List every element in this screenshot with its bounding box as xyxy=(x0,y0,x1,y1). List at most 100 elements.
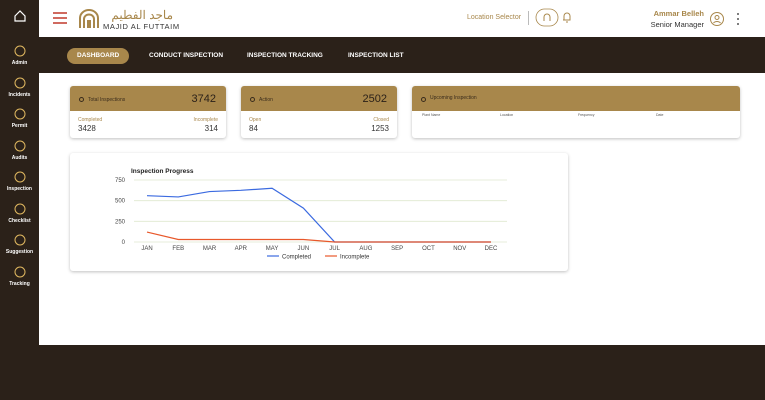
x-tick-label: MAY xyxy=(266,246,279,252)
column-header: Location xyxy=(500,113,514,117)
icon-shape xyxy=(14,266,25,277)
sidebar-label: Admin xyxy=(11,60,28,66)
nav-tab[interactable]: INSPECTION LIST xyxy=(348,52,404,59)
card-left-value: 84 xyxy=(249,124,258,133)
header-icons[interactable] xyxy=(535,8,585,28)
column-header: Plant Name xyxy=(422,113,441,117)
divider xyxy=(528,11,529,25)
y-tick-label: 500 xyxy=(115,199,126,205)
icon-shape xyxy=(14,203,25,214)
legend-label: Incomplete xyxy=(340,255,370,261)
x-tick-label: JAN xyxy=(141,246,152,252)
x-tick-label: JUN xyxy=(298,246,310,252)
summary-card: Total Inspections 3742 Completed 3428 Incomp… xyxy=(70,86,226,138)
chart: Inspection Progress 0 250 500 750 JAN FEB MAR AP… xyxy=(115,168,507,261)
card-right-value: 314 xyxy=(204,124,218,133)
column-header: Date xyxy=(656,113,664,117)
x-tick-label: NOV xyxy=(453,246,466,252)
x-tick-label: FEB xyxy=(172,246,184,252)
card-title: Action xyxy=(259,97,273,103)
y-tick-label: 0 xyxy=(122,240,126,246)
card-right-label: Incomplete xyxy=(193,117,218,123)
user-name: Ammar Belleh xyxy=(653,9,704,18)
sidebar-icon xyxy=(14,266,25,277)
card-right-value: 1253 xyxy=(371,124,389,133)
logo-english: MAJID AL FUTTAIM xyxy=(103,22,180,31)
sidebar-label: Audits xyxy=(11,154,28,161)
icon-shape xyxy=(14,45,25,57)
header: ماجد الفطيم MAJID AL FUTTAIM Location Se… xyxy=(39,0,765,37)
icon-shape xyxy=(14,171,25,183)
icon-shape xyxy=(14,108,25,120)
chart-title: Inspection Progress xyxy=(131,168,194,175)
upcoming-card: Upcoming Inspection Plant Name Location Fre… xyxy=(412,86,740,138)
sidebar-item[interactable]: Permit xyxy=(0,107,39,131)
icon-shape xyxy=(14,77,25,88)
y-tick-label: 250 xyxy=(115,219,126,225)
nav-tab[interactable]: DASHBOARD xyxy=(67,48,130,64)
card-header xyxy=(412,86,740,111)
x-tick-label: JUL xyxy=(329,246,340,252)
user-icons[interactable] xyxy=(709,10,749,28)
column-header: Frequency xyxy=(578,113,595,117)
sidebar-icon xyxy=(14,234,25,246)
sidebar-icon xyxy=(14,140,25,151)
x-tick-label: AUG xyxy=(359,246,372,252)
sidebar: Admin Incidents Permit Audits Inspection Chec… xyxy=(0,0,39,400)
y-tick-label: 750 xyxy=(115,178,126,184)
location-selector[interactable]: Location Selector xyxy=(467,14,522,21)
logo-mark xyxy=(79,9,99,28)
dashboard: Total Inspections 3742 Completed 3428 Incomp… xyxy=(39,73,765,345)
card-header xyxy=(241,86,397,111)
sidebar-item[interactable]: Inspection xyxy=(0,170,39,194)
card-icon xyxy=(421,97,426,102)
card-icon xyxy=(79,97,84,102)
x-tick-label: MAR xyxy=(203,246,217,252)
sidebar-label: Suggestion xyxy=(5,249,34,255)
sidebar-icon xyxy=(14,77,25,88)
card-right-label: Closed xyxy=(373,117,389,123)
x-tick-label: OCT xyxy=(422,246,435,252)
data-line xyxy=(146,187,491,243)
card-left-label: Completed xyxy=(78,117,103,123)
x-tick-label: SEP xyxy=(391,246,403,252)
x-tick-label: APR xyxy=(235,246,248,252)
nav-tab[interactable]: CONDUCT INSPECTION xyxy=(149,52,224,59)
sidebar-icon xyxy=(14,203,25,214)
sidebar-icon xyxy=(14,45,25,57)
logo-arabic: ماجد الفطيم xyxy=(111,8,173,22)
chart-card: Inspection Progress 0 250 500 750 JAN FEB MAR AP… xyxy=(70,153,568,271)
card-title: Upcoming Inspection xyxy=(430,95,477,101)
sidebar-label: Inspection xyxy=(6,186,32,192)
card-title: Total Inspections xyxy=(88,97,126,103)
summary-card: Action 2502 Open 84 Closed 1253 xyxy=(241,86,397,138)
card-total: 3742 xyxy=(191,93,216,105)
nav-bar: DASHBOARD CONDUCT INSPECTION INSPECTION TR… xyxy=(39,37,765,73)
sidebar-icon xyxy=(14,108,25,120)
sidebar-label: Permit xyxy=(11,123,28,129)
sidebar-label: Tracking xyxy=(9,280,30,287)
sidebar-icon xyxy=(14,171,25,183)
sidebar-item[interactable]: Checklist xyxy=(0,202,39,226)
legend-label: Completed xyxy=(282,255,311,261)
sidebar-item[interactable]: Audits xyxy=(0,139,39,163)
sidebar-item[interactable]: Incidents xyxy=(0,76,39,100)
card-header xyxy=(70,86,226,111)
sidebar-item[interactable]: Suggestion xyxy=(0,233,39,257)
x-tick-label: DEC xyxy=(485,246,498,252)
card-total: 2502 xyxy=(362,93,387,105)
card-icon xyxy=(250,97,255,102)
home-icon[interactable] xyxy=(13,9,27,23)
sidebar-label: Incidents xyxy=(8,91,31,98)
sidebar-item[interactable]: Admin xyxy=(0,44,39,68)
sidebar-label: Checklist xyxy=(8,217,31,224)
sidebar-item[interactable]: Tracking xyxy=(0,265,39,289)
icon-shape xyxy=(14,234,25,246)
nav-tab[interactable]: INSPECTION TRACKING xyxy=(247,52,323,59)
data-line xyxy=(146,231,491,243)
icon-shape xyxy=(14,140,25,151)
menu-icon[interactable] xyxy=(52,11,68,25)
card-left-value: 3428 xyxy=(78,124,96,133)
card-left-label: Open xyxy=(249,117,262,123)
